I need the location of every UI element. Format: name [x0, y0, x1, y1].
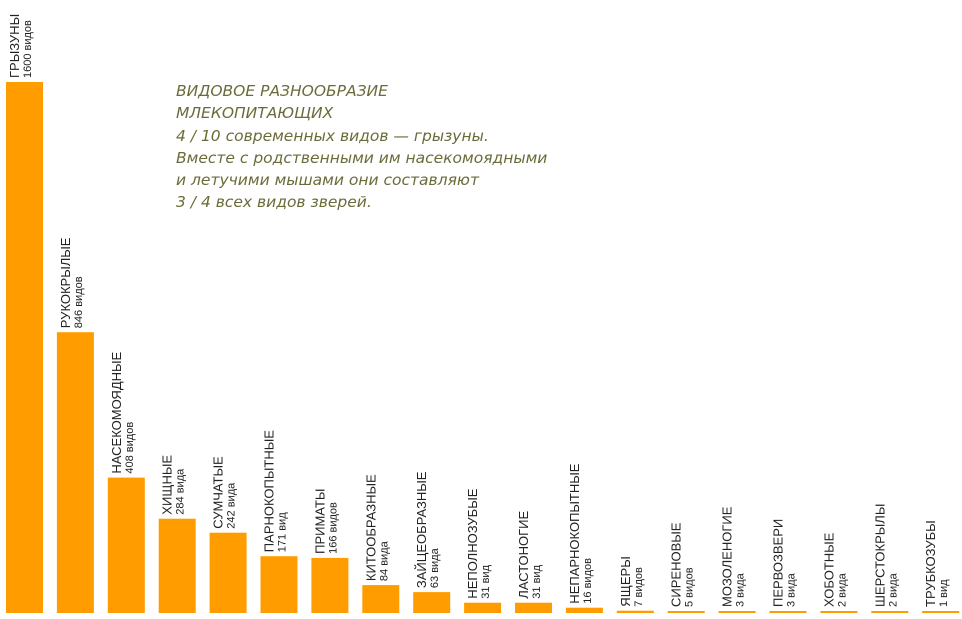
category-label: ХИЩНЫЕ	[160, 455, 175, 515]
value-label: 3 вида	[786, 572, 798, 607]
bar-1	[6, 82, 43, 613]
value-label: 242 вида	[226, 482, 238, 529]
category-label: НЕПАРНОКОПЫТНЫЕ	[567, 463, 582, 603]
category-label: ЗАЙЦЕОБРАЗНЫЕ	[414, 471, 429, 588]
category-label: КИТООБРАЗНЫЕ	[363, 474, 378, 581]
category-label: ЛАСТОНОГИЕ	[516, 510, 531, 598]
category-label: НАСЕКОМОЯДНЫЕ	[109, 351, 124, 473]
caption-title-line-2: МЛЕКОПИТАЮЩИХ	[176, 104, 334, 123]
caption-text-line-3: и летучими мышами они составляют	[176, 171, 479, 190]
category-label: СИРЕНОВЫЕ	[669, 522, 684, 607]
chart-caption: ВИДОВОЕ РАЗНООБРАЗИЕ МЛЕКОПИТАЮЩИХ 4 / 1…	[176, 80, 646, 214]
bar-14	[667, 611, 705, 613]
bar-6	[260, 556, 298, 613]
bar-2	[56, 332, 94, 613]
bar-17	[820, 611, 858, 613]
value-label: 63 вида	[429, 547, 441, 588]
bar-12	[565, 607, 603, 613]
bar-7	[311, 557, 349, 613]
caption-text-line-2: Вместе с родственными им насекомоядными	[176, 148, 548, 167]
value-label: 84 вида	[378, 540, 390, 581]
value-label: 166 видов	[327, 502, 339, 554]
caption-text-line-4: 3 / 4 всех видов зверей.	[176, 193, 372, 212]
value-label: 171 вид	[277, 512, 289, 552]
bar-16	[769, 611, 807, 613]
value-label: 31 вид	[531, 564, 543, 598]
category-label: НЕПОЛНОЗУБЫЕ	[465, 488, 480, 598]
bar-4	[158, 518, 196, 613]
category-label: ПЕРВОЗВЕРИ	[771, 519, 786, 607]
category-label: ГРЫЗУНЫ	[7, 14, 22, 78]
category-label: РУКОКРЫЛЫЕ	[58, 237, 73, 328]
value-label: 846 видов	[73, 276, 85, 328]
bar-15	[718, 611, 756, 613]
bar-5	[209, 532, 247, 613]
category-label: ЯЩЕРЫ	[618, 556, 633, 606]
category-label: МОЗОЛЕНОГИЕ	[720, 506, 735, 607]
value-label: 284 вида	[175, 468, 187, 515]
bar-10	[464, 602, 502, 613]
caption-title-line-1: ВИДОВОЕ РАЗНООБРАЗИЕ	[176, 82, 388, 100]
bar-18	[871, 611, 909, 613]
value-label: 7 видов	[633, 567, 645, 607]
bar-13	[616, 610, 654, 613]
category-label: ХОБОТНЫЕ	[821, 532, 836, 607]
category-label: ПРИМАТЫ	[312, 489, 327, 554]
bar-19	[922, 611, 960, 613]
bar-3	[107, 477, 145, 613]
category-label: ПАРНОКОПЫТНЫЕ	[262, 430, 277, 552]
value-label: 31 вид	[480, 564, 492, 598]
bar-9	[413, 592, 451, 613]
value-label: 2 вида	[836, 572, 848, 607]
value-label: 3 вида	[735, 572, 747, 607]
value-label: 5 видов	[684, 567, 696, 607]
category-label: СУМЧАТЫЕ	[211, 456, 226, 529]
bar-11	[515, 602, 552, 613]
category-label: ШЕРСТОКРЫЛЫ	[872, 504, 887, 607]
bar-8	[362, 585, 400, 613]
value-label: 2 вида	[887, 572, 899, 607]
category-label: ТРУБКОЗУБЫ	[923, 520, 938, 607]
value-label: 16 видов	[582, 558, 594, 604]
value-label: 408 видов	[124, 422, 136, 474]
value-label: 1 вид	[938, 579, 950, 607]
caption-text-line-1: 4 / 10 современных видов — грызуны.	[176, 126, 489, 145]
value-label: 1600 видов	[22, 20, 34, 78]
